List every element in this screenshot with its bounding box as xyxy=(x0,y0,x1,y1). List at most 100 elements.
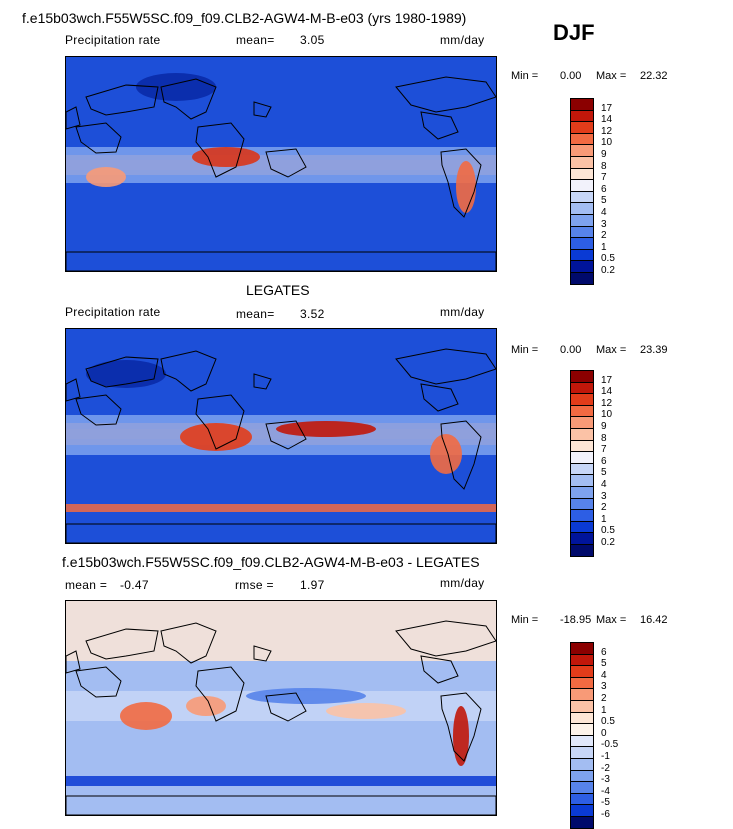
map-field xyxy=(66,329,496,543)
panel-2-min-label: Min = xyxy=(511,344,539,356)
colorbar-tick-label: 8 xyxy=(601,160,607,172)
coastline xyxy=(253,645,272,662)
coastline xyxy=(85,356,159,388)
colorbar-tick-label: 4 xyxy=(601,669,607,681)
precip-region xyxy=(453,706,469,766)
precip-region xyxy=(186,696,226,716)
precip-region xyxy=(192,147,260,167)
coastline xyxy=(265,420,307,450)
colorbar-tick-label: 3 xyxy=(601,681,607,693)
colorbar-tick-label: 9 xyxy=(601,421,607,432)
precip-region xyxy=(86,167,126,187)
colorbar-tick-label: 4 xyxy=(601,207,607,218)
colorbar-swatch xyxy=(570,816,594,829)
coastline xyxy=(420,111,459,140)
panel-2-mean-value: 3.52 xyxy=(300,307,325,321)
colorbar-tick-label: 12 xyxy=(601,125,613,137)
precip-band xyxy=(66,147,496,183)
colorbar-tick-label: 14 xyxy=(601,114,613,126)
coastline xyxy=(265,692,307,722)
colorbar-tick-label: 5 xyxy=(601,195,607,207)
coastline xyxy=(85,628,159,660)
colorbar-tick-label: 10 xyxy=(601,137,613,149)
colorbar-tick-label: -5 xyxy=(601,797,610,809)
coastline xyxy=(195,122,245,178)
panel-1-title: f.e15b03wch.F55W5SC.f09_f09.CLB2-AGW4-M-… xyxy=(22,10,467,26)
coastline xyxy=(253,101,272,118)
panel-3-min-label: Min = xyxy=(511,614,539,626)
coastline xyxy=(66,251,496,271)
coastline xyxy=(75,394,122,426)
colorbar-tick-label: 12 xyxy=(601,397,613,409)
panel-2-units: mm/day xyxy=(440,305,485,319)
precip-band xyxy=(66,776,496,786)
panel-1-min-label: Min = xyxy=(511,70,539,82)
colorbar-tick-label: 5 xyxy=(601,467,607,479)
colorbar-tick-label: 0.5 xyxy=(601,716,615,728)
coastline xyxy=(265,148,307,178)
panel-1-mean-label: mean= xyxy=(236,33,275,47)
colorbar-tick-label: 8 xyxy=(601,432,607,444)
colorbar-swatch xyxy=(570,544,594,557)
coastline xyxy=(85,84,159,116)
panel-3-rmse-value: 1.97 xyxy=(300,578,325,592)
coastline xyxy=(395,348,496,385)
coastline xyxy=(66,378,81,402)
colorbar-tick-label: -2 xyxy=(601,762,610,774)
coastline xyxy=(195,394,245,450)
coastline xyxy=(160,350,217,392)
coastline xyxy=(195,666,245,722)
colorbar-tick-label: -4 xyxy=(601,785,610,797)
colorbar-tick-label: 7 xyxy=(601,172,607,184)
coastline xyxy=(160,78,217,120)
coastline xyxy=(75,666,122,698)
panel-2-min-value: 0.00 xyxy=(560,344,582,356)
colorbar-tick-label: 6 xyxy=(601,183,607,195)
colorbar-tick-label: 0 xyxy=(601,727,607,739)
panel-3-min-value: -18.95 xyxy=(560,614,592,626)
map-field xyxy=(66,601,496,815)
precip-region xyxy=(246,688,366,704)
coastline xyxy=(66,523,496,543)
precip-region xyxy=(276,421,376,437)
coastline xyxy=(440,148,482,218)
colorbar-tick-label: 2 xyxy=(601,502,607,514)
coastline xyxy=(66,106,81,130)
panel-2-variable: Precipitation rate xyxy=(65,305,161,319)
coastline xyxy=(395,620,496,657)
colorbar-tick-label: 4 xyxy=(601,479,607,490)
coastline xyxy=(66,795,496,815)
panel-3-rmse-label: rmse = xyxy=(235,578,274,592)
coastline xyxy=(440,692,482,762)
panel-2-map xyxy=(65,328,497,544)
precip-region xyxy=(136,73,216,101)
coastline xyxy=(420,655,459,684)
panel-3-title: f.e15b03wch.F55W5SC.f09_f09.CLB2-AGW4-M-… xyxy=(62,554,480,570)
colorbar-tick-label: 2 xyxy=(601,230,607,242)
panel-2-max-value: 23.39 xyxy=(640,344,668,356)
panel-3-map xyxy=(65,600,497,816)
panel-3-max-value: 16.42 xyxy=(640,614,668,626)
colorbar-tick-label: 1 xyxy=(601,513,607,525)
panel-2-mean-label: mean= xyxy=(236,307,275,321)
panel-3-units: mm/day xyxy=(440,576,485,590)
panel-2-max-label: Max = xyxy=(596,344,627,356)
colorbar-tick-label: 3 xyxy=(601,218,607,230)
colorbar-tick-label: 0.5 xyxy=(601,253,615,265)
precip-band xyxy=(66,504,496,512)
colorbar-tick-label: 0.5 xyxy=(601,525,615,537)
colorbar-tick-label: 9 xyxy=(601,149,607,160)
precip-region xyxy=(120,702,172,730)
coastline xyxy=(160,622,217,664)
coastline xyxy=(66,650,81,674)
colorbar-tick-label: 3 xyxy=(601,490,607,502)
panel-1-min-value: 0.00 xyxy=(560,70,582,82)
panel-3-max-label: Max = xyxy=(596,614,627,626)
colorbar-tick-label: 1 xyxy=(601,241,607,253)
colorbar-tick-label: 6 xyxy=(601,646,607,658)
colorbar-tick-label: 17 xyxy=(601,102,613,114)
panel-1-map xyxy=(65,56,497,272)
colorbar-tick-label: -0.5 xyxy=(601,739,619,751)
coastline xyxy=(440,420,482,490)
colorbar-tick-label: 14 xyxy=(601,386,613,398)
